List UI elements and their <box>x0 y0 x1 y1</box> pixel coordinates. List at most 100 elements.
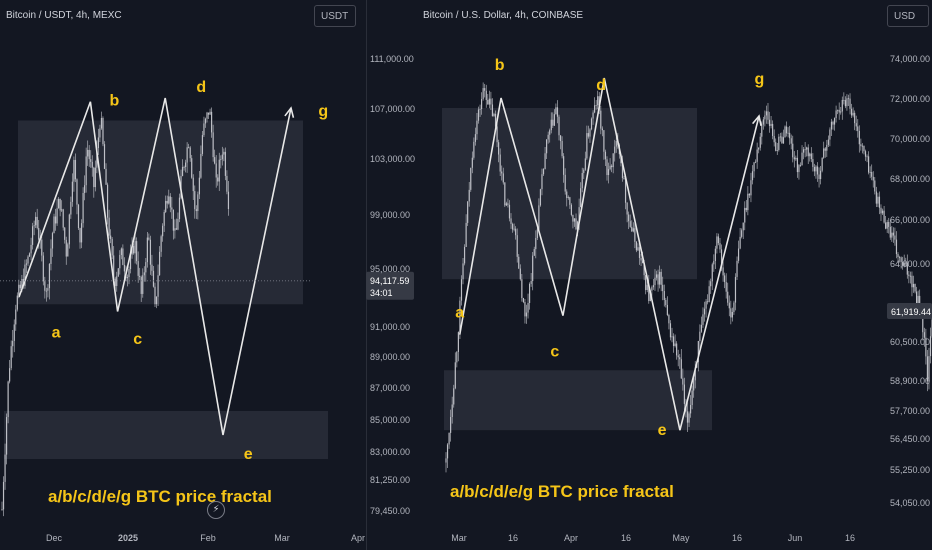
candle-body <box>603 130 605 152</box>
candle-body <box>522 298 524 303</box>
candle-body <box>796 157 798 173</box>
bolt-icon[interactable]: ⚡ <box>207 501 225 519</box>
candle-body <box>487 99 489 105</box>
candle-body <box>462 263 464 280</box>
candle-body <box>651 287 653 291</box>
candle-body <box>198 177 200 195</box>
candle-body <box>837 109 839 111</box>
currency-button[interactable]: USDT <box>314 5 356 27</box>
candle-body <box>671 336 673 338</box>
candle-body <box>758 147 760 150</box>
candle-body <box>572 214 574 222</box>
candle-body <box>816 166 819 175</box>
candle-body <box>922 314 924 333</box>
candle-body <box>804 149 806 151</box>
candle-body <box>67 244 69 257</box>
candle-body <box>872 176 874 181</box>
candle-body <box>28 253 31 257</box>
candle-body <box>863 145 865 152</box>
wave-label-b: b <box>495 57 505 74</box>
x-tick-label: 16 <box>621 533 631 543</box>
candle-body <box>606 159 608 176</box>
candle-body <box>451 404 453 418</box>
candle-body <box>84 185 86 193</box>
candle-body <box>654 277 656 286</box>
chart-panel-right[interactable]: a b c d e g a/b/c/d/e/g BTC price fractal 74,00… <box>367 0 932 550</box>
candle-body <box>18 284 20 296</box>
candle-body <box>928 356 930 382</box>
candle-body <box>744 207 746 223</box>
candle-body <box>217 177 219 182</box>
candle-body <box>818 174 820 180</box>
candle-body <box>102 117 104 145</box>
candle-body <box>463 246 466 264</box>
candle-body <box>663 291 665 301</box>
candle-body <box>178 197 181 220</box>
candle-body <box>533 249 535 256</box>
candle-body <box>911 275 913 288</box>
candle-body <box>905 262 907 264</box>
candle-body <box>42 255 44 282</box>
candle-body <box>906 262 908 275</box>
candle-body <box>484 88 486 91</box>
candle-body <box>162 225 164 237</box>
candle-body <box>592 112 594 119</box>
candle-body <box>113 255 115 279</box>
candle-body <box>470 167 472 190</box>
candle-body <box>59 198 61 211</box>
candle-body <box>775 142 777 151</box>
candle-body <box>583 169 585 174</box>
candle-body <box>493 113 495 117</box>
candle-body <box>491 104 494 117</box>
candle-body <box>174 228 176 231</box>
candle-body <box>784 126 786 138</box>
candle-body <box>16 295 18 310</box>
candle-body <box>114 278 116 286</box>
candle-body <box>116 276 118 286</box>
y-tick-label: 66,000.00 <box>890 215 930 225</box>
candle-body <box>823 148 825 158</box>
candle-body <box>530 281 532 284</box>
candle-body <box>15 309 17 325</box>
candle-body <box>454 362 456 389</box>
candle-body <box>70 201 72 215</box>
candle-body <box>535 238 537 250</box>
candle-body <box>74 159 77 180</box>
candle-body <box>631 226 633 232</box>
candle-body <box>908 274 910 276</box>
candle-body <box>875 191 877 204</box>
candle-body <box>590 118 593 130</box>
wave-label-b: b <box>110 93 120 110</box>
candle-body <box>883 210 885 223</box>
candle-body <box>155 296 158 305</box>
chart-canvas-right[interactable]: a b c d e g a/b/c/d/e/g BTC price fractal 74,00… <box>367 0 932 550</box>
candle-body <box>813 166 816 172</box>
candle-body <box>445 458 447 463</box>
candle-body <box>707 301 709 303</box>
candle-body <box>689 405 692 414</box>
candle-body <box>824 148 826 151</box>
candle-body <box>755 161 757 163</box>
currency-button[interactable]: USD <box>887 5 929 27</box>
candle-body <box>810 153 812 160</box>
candle-body <box>854 112 856 124</box>
candle-body <box>567 197 569 198</box>
candle-body <box>581 173 583 189</box>
candle-body <box>553 114 555 126</box>
candle-body <box>768 119 771 126</box>
candle-body <box>693 380 695 391</box>
candle-body <box>47 288 49 291</box>
candle-body <box>9 368 11 382</box>
candle-body <box>224 151 226 176</box>
candle-body <box>615 140 617 147</box>
candle-body <box>456 351 458 363</box>
candle-body <box>126 277 129 279</box>
candle-body <box>145 262 147 273</box>
candle-body <box>832 121 834 125</box>
candle-body <box>584 158 586 170</box>
candle-body <box>508 204 511 219</box>
wave-label-a: a <box>52 325 61 342</box>
candle-body <box>573 218 576 222</box>
